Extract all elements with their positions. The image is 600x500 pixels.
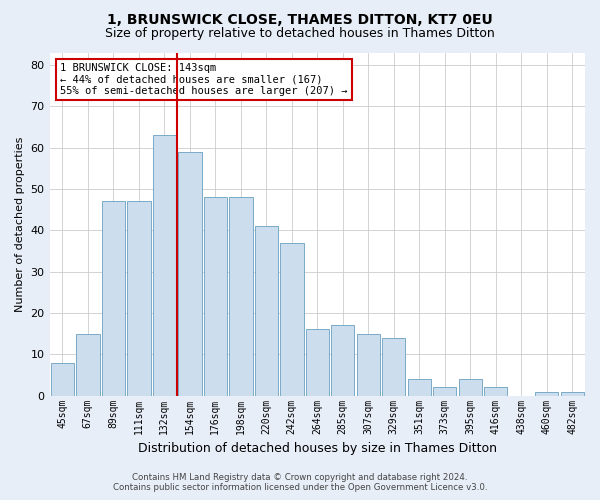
Text: 1, BRUNSWICK CLOSE, THAMES DITTON, KT7 0EU: 1, BRUNSWICK CLOSE, THAMES DITTON, KT7 0… (107, 12, 493, 26)
Bar (305, 330, 329, 396)
Bar (229, 197, 253, 396)
Bar (331, 326, 355, 396)
X-axis label: Distribution of detached houses by size in Thames Ditton: Distribution of detached houses by size … (138, 442, 497, 455)
Text: 1 BRUNSWICK CLOSE: 143sqm
← 44% of detached houses are smaller (167)
55% of semi: 1 BRUNSWICK CLOSE: 143sqm ← 44% of detac… (60, 63, 348, 96)
Bar (407, 379, 431, 396)
Bar (356, 334, 380, 396)
Bar (178, 152, 202, 396)
Y-axis label: Number of detached properties: Number of detached properties (15, 136, 25, 312)
Bar (76, 334, 100, 396)
Text: Size of property relative to detached houses in Thames Ditton: Size of property relative to detached ho… (105, 28, 495, 40)
Bar (280, 242, 304, 396)
Bar (50, 362, 74, 396)
Bar (535, 392, 559, 396)
Bar (101, 202, 125, 396)
Bar (458, 379, 482, 396)
Bar (203, 197, 227, 396)
Bar (433, 388, 457, 396)
Bar (254, 226, 278, 396)
Text: Contains HM Land Registry data © Crown copyright and database right 2024.
Contai: Contains HM Land Registry data © Crown c… (113, 473, 487, 492)
Bar (484, 388, 508, 396)
Bar (560, 392, 584, 396)
Bar (127, 202, 151, 396)
Bar (382, 338, 406, 396)
Bar (152, 135, 176, 396)
